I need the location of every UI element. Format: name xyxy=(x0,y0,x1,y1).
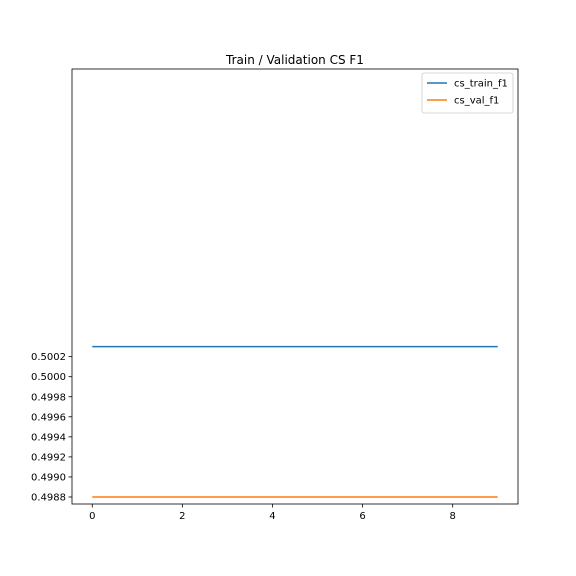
plot-area xyxy=(72,69,518,504)
y-tick-label: 0.4988 xyxy=(31,492,66,503)
y-tick-label: 0.5002 xyxy=(31,352,66,363)
chart-title: Train / Validation CS F1 xyxy=(225,53,364,67)
y-tick-label: 0.4998 xyxy=(31,392,66,403)
y-tick-label: 0.5000 xyxy=(31,372,66,383)
x-tick-label: 2 xyxy=(179,511,185,522)
y-tick-label: 0.4990 xyxy=(31,472,66,483)
y-tick-label: 0.4992 xyxy=(31,452,66,463)
x-tick-label: 4 xyxy=(269,511,275,522)
x-tick-label: 8 xyxy=(449,511,455,522)
x-tick-label: 0 xyxy=(89,511,95,522)
series-layer xyxy=(92,345,498,498)
plot-frame xyxy=(71,68,519,505)
y-tick-label: 0.4996 xyxy=(31,412,66,423)
x-tick-label: 6 xyxy=(359,511,365,522)
axes-layer: 0 2 4 6 8 0.4988 0.4990 0.4992 0.4994 0.4996 0.499… xyxy=(31,352,456,522)
legend-label: cs_train_f1 xyxy=(454,79,508,90)
legend-label: cs_val_f1 xyxy=(454,96,499,107)
legend: cs_train_f1 cs_val_f1 xyxy=(421,72,514,114)
y-tick-label: 0.4994 xyxy=(31,432,66,443)
